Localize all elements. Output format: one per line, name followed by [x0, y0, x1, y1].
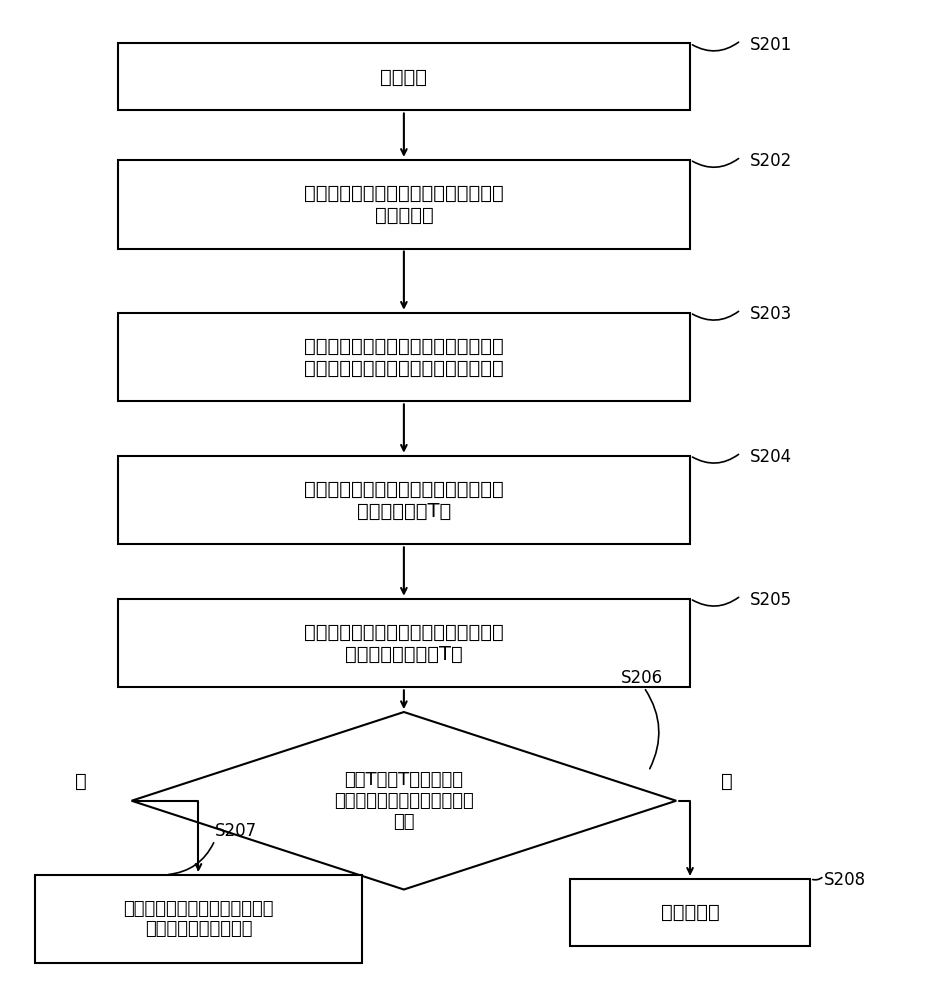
FancyBboxPatch shape [118, 599, 689, 687]
Text: 通过管路感温包获取功率元器件的散热
管路的管路温度：T管: 通过管路感温包获取功率元器件的散热 管路的管路温度：T管 [303, 622, 504, 663]
Text: 是: 是 [75, 772, 86, 791]
FancyBboxPatch shape [118, 313, 689, 401]
FancyBboxPatch shape [35, 875, 362, 963]
Text: S201: S201 [749, 36, 792, 54]
Polygon shape [131, 712, 676, 890]
Text: S202: S202 [749, 152, 792, 170]
Text: 否: 否 [721, 772, 732, 791]
Text: S203: S203 [749, 305, 792, 323]
Text: 通过温度传感器和湿度传感器检测功率
元器件所处环境的环境温度和相对湿度: 通过温度传感器和湿度传感器检测功率 元器件所处环境的环境温度和相对湿度 [303, 337, 504, 378]
Text: 空调开机: 空调开机 [380, 67, 427, 86]
Text: S205: S205 [749, 591, 791, 609]
Text: S204: S204 [749, 448, 791, 466]
Text: S206: S206 [621, 669, 663, 687]
FancyBboxPatch shape [569, 879, 810, 946]
Text: 通过热敏电阻检测功率元器件的温度达
到保护阈值: 通过热敏电阻检测功率元器件的温度达 到保护阈值 [303, 184, 504, 225]
Text: 不进行处理: 不进行处理 [660, 903, 719, 922]
Text: 控制变流量截止阀的开度，从而
控制冷却主板的冷媒量: 控制变流量截止阀的开度，从而 控制冷却主板的冷媒量 [124, 900, 273, 938]
FancyBboxPatch shape [118, 456, 689, 544]
Text: 对比T露和T管的大小，
判定功率元器件是否存在凝露
现象: 对比T露和T管的大小， 判定功率元器件是否存在凝露 现象 [333, 771, 474, 831]
Text: 通过主板程序确定功率元器件所处环境
的露点温度：T露: 通过主板程序确定功率元器件所处环境 的露点温度：T露 [303, 480, 504, 521]
Text: S207: S207 [214, 822, 256, 840]
Text: S208: S208 [823, 871, 865, 889]
FancyBboxPatch shape [118, 43, 689, 110]
FancyBboxPatch shape [118, 160, 689, 249]
